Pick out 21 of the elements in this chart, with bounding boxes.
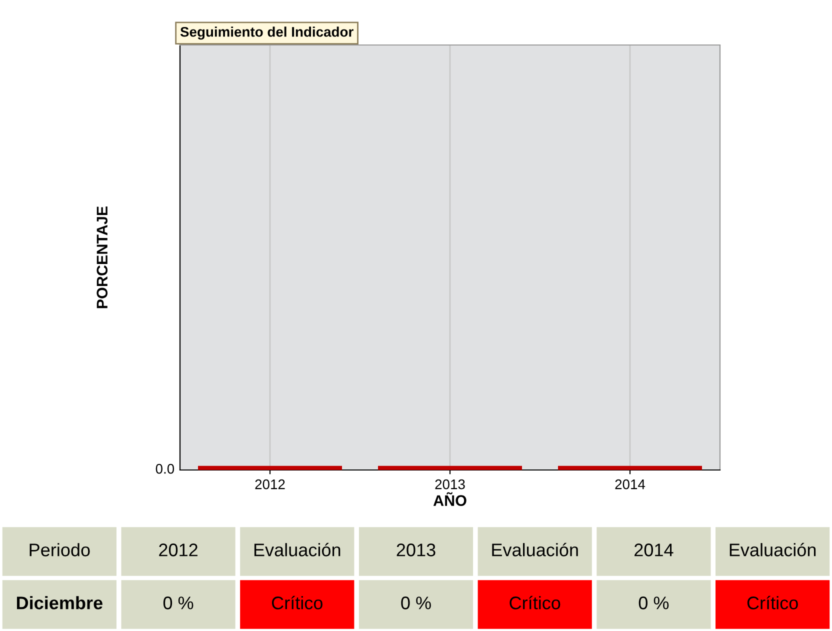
category-label: 2012 bbox=[255, 479, 285, 490]
text: Crítico bbox=[747, 596, 798, 610]
text: Crítico bbox=[510, 596, 560, 610]
category-label: 2014 bbox=[634, 544, 674, 556]
text: Evaluación bbox=[492, 542, 578, 556]
data-label: 0 % bbox=[638, 596, 669, 610]
text: Diciembre bbox=[16, 596, 102, 610]
category-label: 2013 bbox=[396, 544, 436, 556]
text: Evaluación bbox=[254, 542, 340, 556]
text: Periodo bbox=[30, 543, 90, 556]
text: AÑO bbox=[433, 492, 466, 506]
text: Evaluación bbox=[730, 542, 816, 556]
category-label: 2012 bbox=[159, 544, 198, 556]
category-label: 2013 bbox=[435, 479, 465, 490]
data-label: 0 % bbox=[401, 596, 431, 610]
text: 0.0 bbox=[156, 464, 174, 474]
text: PORCENTAJE bbox=[96, 206, 108, 308]
text: Seguimiento del Indicador bbox=[180, 26, 354, 40]
text: Crítico bbox=[272, 596, 322, 610]
category-label: 2014 bbox=[615, 479, 646, 490]
data-label: 0 % bbox=[163, 596, 194, 610]
